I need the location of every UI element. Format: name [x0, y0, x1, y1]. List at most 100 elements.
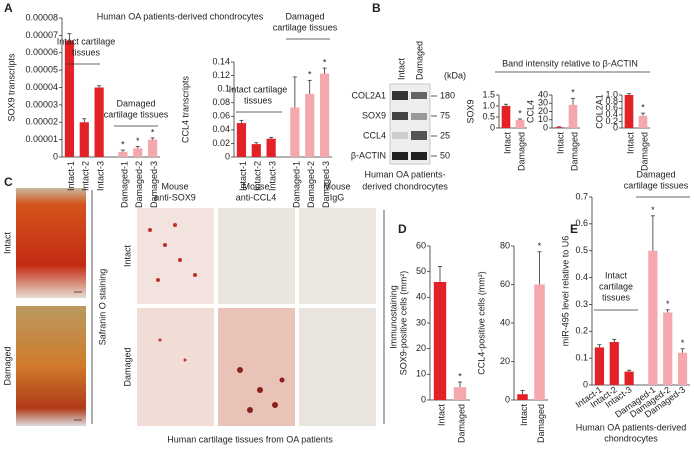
- x-tick-label: Intact: [502, 132, 512, 155]
- group-label: Damaged: [636, 169, 675, 179]
- panel-label: A: [4, 1, 13, 15]
- significance: *: [518, 108, 522, 118]
- immunostaining-images: [137, 208, 376, 426]
- y-tick-label: 40: [500, 317, 510, 327]
- y-tick-label: 0: [543, 122, 548, 132]
- bar: [594, 347, 605, 385]
- y-tick-label: 0.6: [575, 218, 588, 228]
- bar: [609, 342, 619, 385]
- y-tick-label: 0.00004: [25, 82, 58, 92]
- group-label: Intact: [605, 270, 628, 280]
- group-label: cartilage tissues: [273, 22, 338, 32]
- bar: [638, 115, 648, 128]
- y-tick-label: 0.04: [212, 124, 230, 134]
- band-title: Band intensity relative to β-ACTIN: [502, 58, 638, 68]
- significance: *: [323, 57, 327, 67]
- y-tick-label: 0.00008: [25, 12, 58, 22]
- group-label: tissues: [244, 95, 273, 105]
- x-axis-label: Human OA patients-derived: [576, 422, 687, 432]
- y-tick-label: 80: [500, 240, 510, 250]
- bar: [147, 139, 158, 157]
- column-label: Mouse: [242, 181, 269, 191]
- stain-label: Safranin O staining: [97, 269, 107, 346]
- y-axis-label: SOX9: [465, 99, 475, 123]
- y-tick-label: 0.6: [605, 103, 618, 113]
- x-tick-label: Intact: [555, 132, 565, 155]
- significance: *: [151, 127, 155, 137]
- bar: [453, 387, 467, 400]
- y-tick-label: 0: [490, 122, 495, 132]
- x-tick-label: Damaged: [516, 132, 526, 171]
- caption: Human cartilage tissues from OA patients: [167, 434, 333, 444]
- y-tick-label: 0.3: [575, 299, 588, 309]
- panel-label: E: [570, 222, 578, 236]
- x-tick-label: Intact-3: [95, 161, 105, 191]
- x-axis-label: chondrocytes: [604, 433, 658, 443]
- bar: [554, 127, 564, 128]
- significance: *: [458, 371, 462, 381]
- y-tick-label: 0.1: [575, 353, 588, 363]
- y-tick-label: 0.06: [212, 111, 230, 121]
- x-tick-label: Damaged-3: [149, 161, 159, 208]
- group-label: cartilage tissues: [104, 109, 169, 119]
- caption: Human OA patients-: [364, 169, 445, 179]
- y-axis-label: CCL4-positive cells (mm²): [476, 271, 486, 375]
- y-tick-label: 0.00002: [25, 117, 58, 127]
- bar: [79, 122, 89, 157]
- y-tick-label: 50: [416, 266, 426, 276]
- y-tick-label: 0.02: [212, 138, 230, 148]
- y-tick-label: 0: [613, 122, 618, 132]
- y-tick-label: 0.00003: [25, 99, 58, 109]
- y-tick-label: 0: [421, 394, 426, 404]
- y-tick-label: 1.5: [482, 89, 495, 99]
- bar: [94, 87, 104, 157]
- group-label: tissues: [602, 292, 631, 302]
- significance: *: [571, 88, 575, 98]
- unit-label: (kDa): [444, 70, 466, 80]
- bar: [433, 281, 447, 400]
- x-tick-label: Intact-2: [253, 161, 263, 191]
- bar: [305, 93, 315, 157]
- bar: [236, 123, 247, 157]
- y-tick-label: 0: [53, 151, 58, 161]
- row-label: Damaged: [2, 346, 12, 385]
- panel-label: D: [398, 222, 407, 236]
- y-tick-label: 0.00005: [25, 65, 58, 75]
- y-tick-label: 0.4: [575, 272, 588, 282]
- western-blot: [389, 83, 431, 165]
- y-tick-label: 0.08: [212, 97, 230, 107]
- column-label: anti-CCL4: [236, 192, 277, 202]
- row-label: Intact: [2, 231, 12, 254]
- y-tick-label: 10: [538, 114, 548, 124]
- protein-label: CCL4: [363, 130, 386, 140]
- row-label: Damaged: [122, 347, 132, 386]
- y-tick-label: 0.5: [482, 111, 495, 121]
- y-axis-label: COL2A1: [594, 94, 604, 129]
- x-tick-label: Damaged-2: [134, 161, 144, 208]
- column-label: IgG: [330, 192, 345, 202]
- bar: [251, 144, 261, 157]
- lane-label: Damaged: [414, 41, 424, 80]
- protein-label: SOX9: [362, 110, 386, 120]
- y-tick-label: 40: [416, 292, 426, 302]
- x-tick-label: Damaged: [569, 132, 579, 171]
- significance: *: [681, 338, 685, 348]
- bar: [64, 40, 75, 157]
- bar: [133, 148, 143, 157]
- y-axis-label: CCL4: [525, 100, 535, 123]
- y-tick-label: 30: [538, 98, 548, 108]
- group-label: cartilage tissues: [624, 180, 689, 190]
- group-label: Intact cartilage: [57, 36, 116, 46]
- column-label: Mouse: [323, 181, 350, 191]
- y-tick-label: 0.00006: [25, 47, 58, 57]
- y-tick-label: 0.2: [605, 116, 618, 126]
- group-label: Damaged: [285, 11, 324, 21]
- significance: *: [641, 103, 645, 113]
- y-tick-label: 1.0: [605, 89, 618, 99]
- y-tick-label: 0.00001: [25, 134, 58, 144]
- bar: [319, 73, 330, 157]
- y-tick-label: 20: [500, 356, 510, 366]
- significance: *: [308, 70, 312, 80]
- panel-label: C: [4, 175, 13, 189]
- x-tick-label: Intact-1: [66, 161, 76, 191]
